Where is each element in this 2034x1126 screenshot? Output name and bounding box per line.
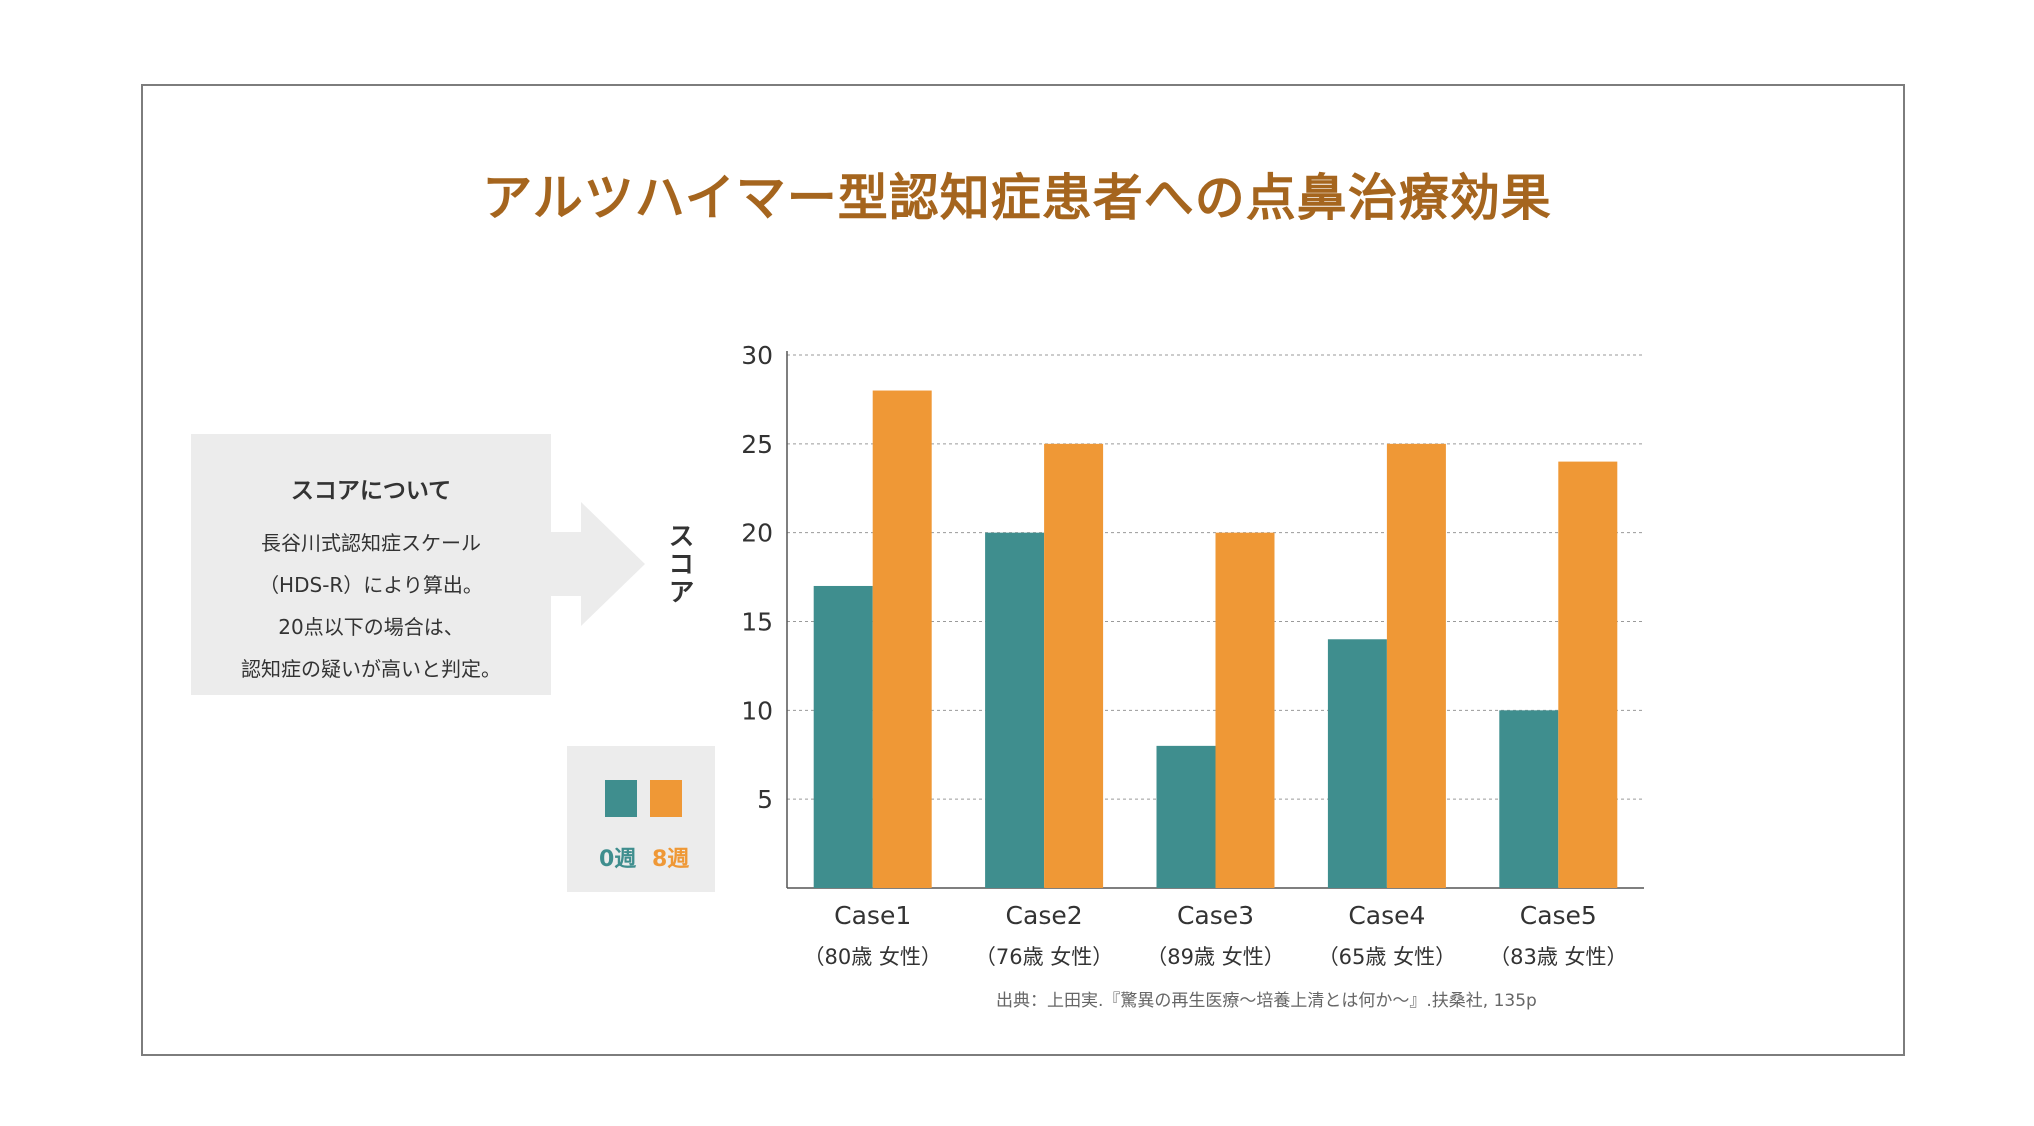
score-note-heading: スコアについて [290,478,452,504]
legend-label-week8: 8週 [652,847,690,872]
legend: 0週 8週 [567,746,715,892]
score-note-line: 認知症の疑いが高いと判定。 [241,657,501,681]
score-note-line: 長谷川式認知症スケール [261,531,481,555]
legend-swatch-week8 [650,780,682,817]
y-axis-label: スコア [664,522,694,606]
legend-swatch-week0 [605,780,637,817]
score-note-body: 長谷川式認知症スケール （HDS-R）により算出。 20点以下の場合は、 認知症… [191,522,551,690]
page-title: アルツハイマー型認知症患者への点鼻治療効果 [482,168,1552,227]
score-note-line: （HDS-R）により算出。 [259,573,483,597]
score-note-box: スコアについて 長谷川式認知症スケール （HDS-R）により算出。 20点以下の… [191,434,551,695]
score-note-line: 20点以下の場合は、 [278,615,464,639]
source-citation: 出典：上田実.『驚異の再生医療〜培養上清とは何か〜』.扶桑社, 135p [996,991,1537,1011]
legend-label-week0: 0週 [599,847,637,872]
arrow-right-icon [551,502,645,626]
